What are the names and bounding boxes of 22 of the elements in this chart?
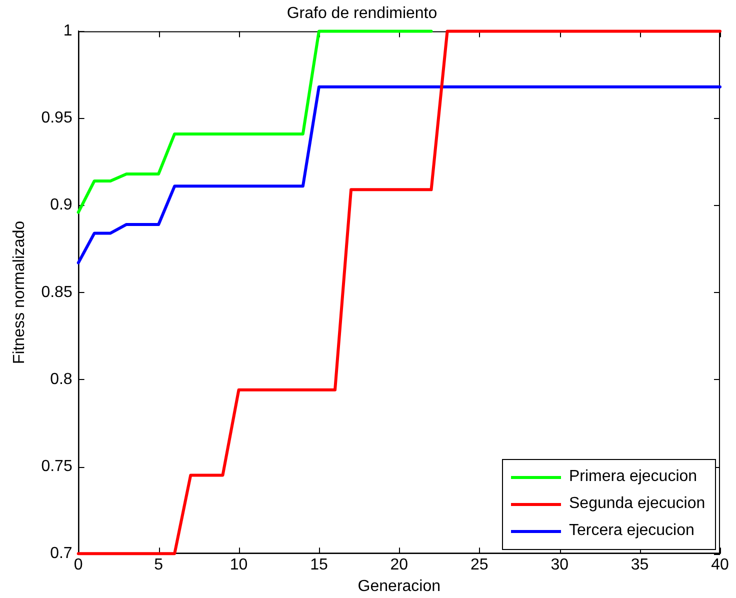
- y-tick-label: 0.85: [41, 284, 72, 301]
- chart-title: Grafo de rendimiento: [286, 5, 438, 22]
- x-tick-label: 40: [711, 556, 729, 574]
- x-tick-label: 20: [390, 556, 408, 574]
- x-tick-label: 0: [74, 556, 83, 574]
- x-tick-label: 25: [470, 556, 488, 574]
- legend-label: Segunda ejecucion: [569, 495, 706, 514]
- x-axis-title: Generacion: [358, 578, 441, 595]
- y-axis-title: Fitness normalizado: [11, 220, 28, 364]
- y-tick-label: 1: [63, 22, 72, 40]
- legend-label: Primera ejecucion: [569, 468, 698, 486]
- y-tick-label: 0.75: [41, 458, 72, 475]
- x-tick-label: 30: [550, 556, 569, 574]
- y-tick-label: 0.7: [50, 545, 72, 562]
- y-tick-label: 0.95: [41, 110, 72, 127]
- x-tick-label: 15: [310, 556, 328, 574]
- x-tick-label: 5: [154, 556, 164, 574]
- y-tick-label: 0.9: [50, 196, 72, 214]
- legend-label: Tercera ejecucion: [569, 522, 694, 540]
- y-tick-label: 0.8: [50, 370, 72, 388]
- x-tick-label: 35: [630, 556, 649, 574]
- x-tick-label: 10: [230, 556, 248, 574]
